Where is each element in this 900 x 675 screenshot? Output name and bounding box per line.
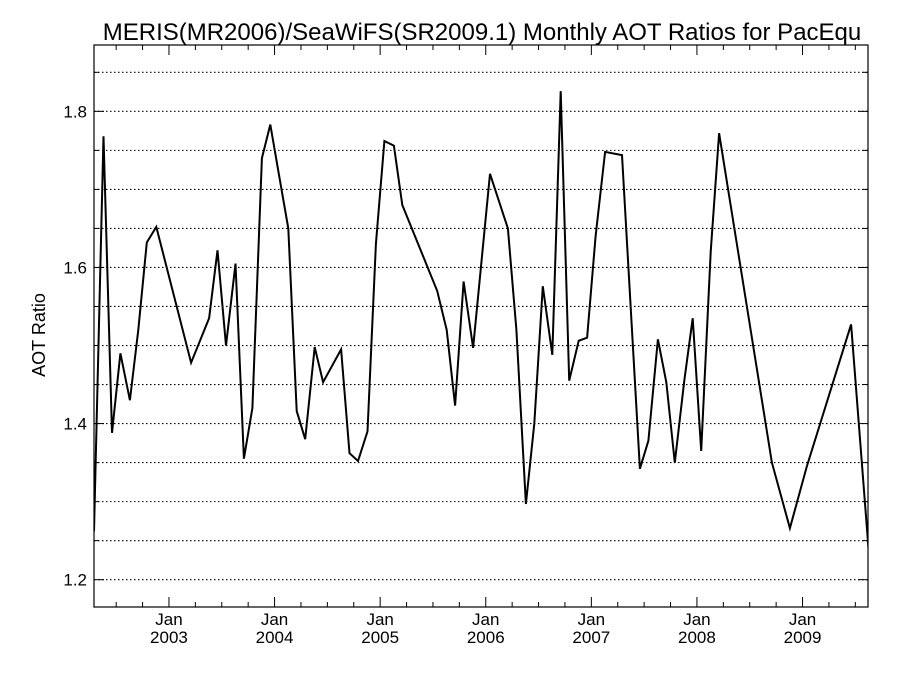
x-tick-label-year: 2003 xyxy=(150,628,188,647)
x-tick-label-month: Jan xyxy=(578,610,605,629)
x-tick-label-year: 2009 xyxy=(784,628,822,647)
x-tick-label-year: 2004 xyxy=(256,628,294,647)
y-tick-label: 1.4 xyxy=(63,415,87,434)
x-tick-label-month: Jan xyxy=(261,610,288,629)
x-tick-label-year: 2008 xyxy=(678,628,716,647)
x-tick-label-year: 2005 xyxy=(361,628,399,647)
y-tick-label: 1.2 xyxy=(63,571,87,590)
x-tick-label-year: 2006 xyxy=(467,628,505,647)
x-tick-label-month: Jan xyxy=(683,610,710,629)
y-tick-label: 1.8 xyxy=(63,102,87,121)
y-axis-label: AOT Ratio xyxy=(29,293,49,377)
x-tick-label-year: 2007 xyxy=(572,628,610,647)
y-tick-label: 1.6 xyxy=(63,258,87,277)
x-tick-label-month: Jan xyxy=(789,610,816,629)
series-line xyxy=(94,91,868,556)
x-tick-label-month: Jan xyxy=(155,610,182,629)
x-tick-label-month: Jan xyxy=(472,610,499,629)
chart-title: MERIS(MR2006)/SeaWiFS(SR2009.1) Monthly … xyxy=(103,19,862,46)
x-tick-label-month: Jan xyxy=(366,610,393,629)
plot-frame xyxy=(93,44,869,608)
plot-area: 1.21.41.61.8Jan2003Jan2004Jan2005Jan2006… xyxy=(63,44,869,647)
